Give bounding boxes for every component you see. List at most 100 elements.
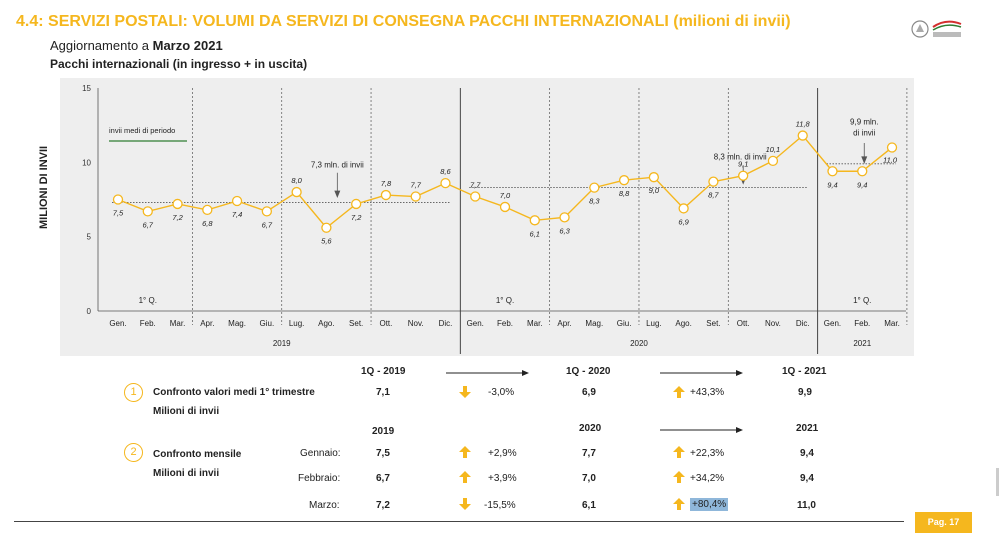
data-label: 6,7 (262, 220, 273, 229)
x-tick-label: Nov. (765, 319, 781, 328)
arrow-up-icon (459, 471, 471, 483)
data-label: 5,6 (321, 237, 332, 246)
x-tick-label: Ott. (379, 319, 392, 328)
month-label: Febbraio: (298, 473, 341, 484)
x-tick-label: Giu. (617, 319, 632, 328)
quarter-label: 1° Q. (496, 296, 514, 305)
value-2021: 11,0 (797, 500, 816, 511)
value-2020: 6,1 (582, 500, 596, 511)
data-label: 8,3 (589, 197, 600, 206)
value-2019: 7,5 (376, 448, 390, 459)
section-1-badge: 1 (124, 383, 143, 402)
header-1q-2021: 1Q - 2021 (782, 366, 827, 377)
change-2020-2021: +34,2% (690, 473, 725, 484)
data-point (142, 206, 153, 217)
arrow-up-icon (673, 446, 685, 458)
y-tick-label: 5 (87, 233, 92, 242)
scrollbar-thumb[interactable] (996, 468, 999, 496)
section-1-sublabel: Milioni di invii (153, 406, 220, 417)
data-point (440, 177, 451, 189)
data-point (767, 155, 779, 166)
arrow-down-icon (459, 498, 471, 510)
x-tick-label: Mag. (585, 319, 603, 328)
x-tick-label: Mag. (228, 319, 246, 328)
data-label: 6,8 (202, 219, 213, 228)
update-date: Marzo 2021 (152, 38, 223, 53)
x-tick-label: Ago. (675, 319, 691, 328)
section-2-sublabel: Milioni di invii (153, 468, 220, 479)
year-label: 2019 (273, 339, 291, 348)
x-tick-label: Lug. (646, 319, 662, 328)
value-1q-2019: 7,1 (376, 387, 390, 398)
data-point (410, 191, 421, 202)
x-tick-label: Set. (349, 319, 363, 328)
data-point (738, 170, 749, 181)
data-label: 6,1 (530, 229, 540, 238)
change-2020-2021-highlighted: +80,4% (690, 498, 729, 511)
quarter-label: 1° Q. (139, 296, 157, 305)
arrow-right-icon (660, 370, 743, 376)
header-2020: 2020 (579, 423, 602, 434)
data-label: 7,2 (172, 213, 183, 222)
data-label: 9,1 (738, 160, 748, 169)
arrow-down-icon (459, 386, 471, 398)
section-1-label: Confronto valori medi 1° trimestre (153, 387, 315, 398)
data-label: 9,4 (857, 180, 867, 189)
data-point (380, 189, 392, 201)
data-label: 7,5 (113, 209, 124, 218)
header-1q-2019: 1Q - 2019 (361, 366, 406, 377)
value-2020: 7,7 (582, 448, 596, 459)
arrow-up-icon (673, 471, 685, 483)
x-tick-label: Feb. (497, 319, 513, 328)
section-2-badge: 2 (124, 443, 143, 462)
x-tick-label: Gen. (467, 319, 484, 328)
data-point (499, 201, 511, 213)
data-point (231, 195, 243, 207)
section-2-label: Confronto mensile (153, 449, 242, 460)
x-tick-label: Ago. (318, 319, 334, 328)
data-label: 7,7 (410, 181, 421, 190)
data-point (261, 206, 273, 217)
data-label: 8,8 (619, 189, 630, 198)
data-point (648, 172, 660, 183)
x-tick-label: Feb. (140, 319, 156, 328)
x-tick-label: Mar. (527, 319, 543, 328)
quarter-label: 1° Q. (853, 296, 871, 305)
x-tick-label: Gen. (109, 319, 126, 328)
data-point (470, 191, 481, 202)
y-tick-label: 10 (82, 158, 91, 167)
data-label: 7,2 (351, 213, 362, 222)
x-tick-label: Dic. (796, 319, 810, 328)
data-point (291, 186, 302, 198)
data-point (589, 182, 600, 193)
value-2021: 9,4 (800, 473, 814, 484)
data-point (351, 198, 362, 210)
average-annotation: 8,3 mln. di invii (714, 152, 767, 161)
arrow-down-icon (334, 190, 341, 199)
data-label: 7,4 (232, 210, 242, 219)
line-chart: 0 5 10 15 invii medi di periodo 7,3 mln. di i… (60, 78, 914, 356)
agcom-logo-icon (911, 20, 962, 38)
data-label: 7,7 (470, 181, 481, 190)
data-label: 6,3 (559, 226, 570, 235)
data-label: 10,1 (766, 145, 781, 154)
x-tick-label: Mar. (170, 319, 186, 328)
arrow-right-icon (660, 427, 743, 433)
data-label: 11,0 (883, 155, 898, 164)
data-label: 8,6 (440, 167, 451, 176)
data-point (708, 176, 719, 187)
page-title: 4.4: SERVIZI POSTALI: VOLUMI DA SERVIZI … (16, 13, 791, 30)
data-point (559, 212, 570, 223)
header-2019: 2019 (372, 426, 395, 437)
data-point (797, 130, 808, 141)
change-2020-2021: +22,3% (690, 448, 725, 459)
x-tick-label: Gen. (824, 319, 841, 328)
value-2019: 7,2 (376, 500, 390, 511)
average-annotation: di invii (853, 129, 875, 138)
footer-divider (14, 521, 904, 522)
data-point (321, 222, 332, 233)
header-1q-2020: 1Q - 2020 (566, 366, 611, 377)
data-point (678, 203, 689, 214)
chart-background (60, 78, 914, 356)
month-label: Marzo: (309, 500, 340, 511)
